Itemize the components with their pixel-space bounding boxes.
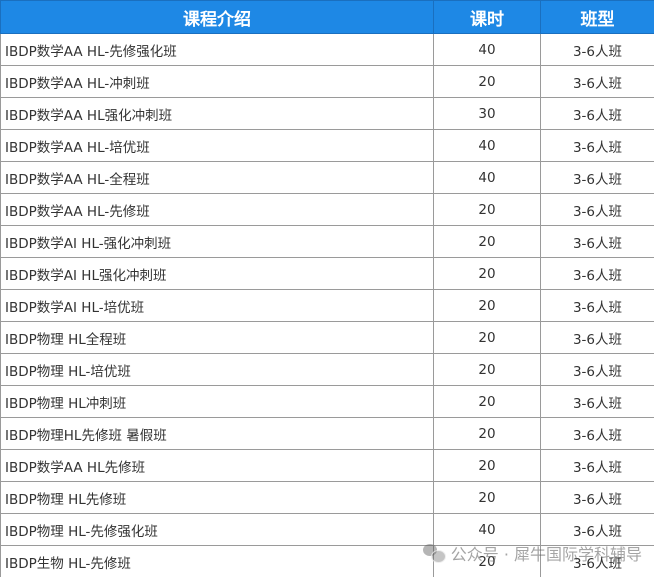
table-body: IBDP数学AA HL-先修强化班 40 3-6人班 IBDP数学AA HL-冲刺班 2… (0, 33, 654, 577)
table-row: IBDP数学AI HL-强化冲刺班 20 3-6人班 (0, 225, 654, 258)
course-cell: IBDP数学AA HL强化冲刺班 (0, 97, 434, 130)
course-cell: IBDP物理 HL先修班 (0, 481, 434, 514)
class-size-cell: 3-6人班 (540, 385, 654, 418)
hours-cell: 20 (433, 289, 541, 322)
class-size-cell: 3-6人班 (540, 225, 654, 258)
table-row: IBDP物理HL先修班 暑假班 20 3-6人班 (0, 417, 654, 450)
table-row: IBDP数学AI HL-培优班 20 3-6人班 (0, 289, 654, 322)
course-cell: IBDP数学AA HL先修班 (0, 449, 434, 482)
table-row: IBDP数学AA HL-先修班 20 3-6人班 (0, 193, 654, 226)
course-cell: IBDP数学AA HL-冲刺班 (0, 65, 434, 98)
table-row: IBDP物理 HL先修班 20 3-6人班 (0, 481, 654, 514)
table-row: IBDP数学AA HL先修班 20 3-6人班 (0, 449, 654, 482)
class-size-cell: 3-6人班 (540, 129, 654, 162)
class-size-cell: 3-6人班 (540, 321, 654, 354)
wechat-icon (422, 544, 446, 563)
hours-cell: 20 (433, 385, 541, 418)
course-cell: IBDP物理 HL-培优班 (0, 353, 434, 386)
watermark-text: 公众号 · 犀牛国际学科辅导 (450, 545, 642, 564)
table-row: IBDP物理 HL冲刺班 20 3-6人班 (0, 385, 654, 418)
hours-cell: 30 (433, 97, 541, 130)
hours-cell: 40 (433, 33, 541, 66)
header-class-size: 班型 (540, 0, 654, 34)
class-size-cell: 3-6人班 (540, 65, 654, 98)
hours-cell: 20 (433, 257, 541, 290)
table-row: IBDP数学AA HL-冲刺班 20 3-6人班 (0, 65, 654, 98)
watermark: 公众号 · 犀牛国际学科辅导 (422, 541, 642, 565)
table-row: IBDP生物 HL-先修班 20 3-6人班 (0, 545, 654, 577)
course-cell: IBDP数学AA HL-全程班 (0, 161, 434, 194)
header-course: 课程介绍 (0, 0, 434, 34)
class-size-cell: 3-6人班 (540, 97, 654, 130)
class-size-cell: 3-6人班 (540, 257, 654, 290)
hours-cell: 20 (433, 353, 541, 386)
class-size-cell: 3-6人班 (540, 481, 654, 514)
table-row: IBDP数学AA HL-培优班 40 3-6人班 (0, 129, 654, 162)
class-size-cell: 3-6人班 (540, 545, 654, 577)
class-size-cell: 3-6人班 (540, 289, 654, 322)
hours-cell: 20 (433, 65, 541, 98)
course-cell: IBDP数学AA HL-先修强化班 (0, 33, 434, 66)
course-cell: IBDP数学AA HL-培优班 (0, 129, 434, 162)
hours-cell: 20 (433, 225, 541, 258)
course-cell: IBDP数学AI HL强化冲刺班 (0, 257, 434, 290)
course-cell: IBDP生物 HL-先修班 (0, 545, 434, 577)
hours-cell: 20 (433, 321, 541, 354)
hours-cell: 20 (433, 481, 541, 514)
hours-cell: 20 (433, 449, 541, 482)
table-row: IBDP物理 HL全程班 20 3-6人班 (0, 321, 654, 354)
hours-cell: 40 (433, 513, 541, 546)
table-row: IBDP数学AA HL强化冲刺班 30 3-6人班 (0, 97, 654, 130)
hours-cell: 20 (433, 417, 541, 450)
course-cell: IBDP数学AI HL-培优班 (0, 289, 434, 322)
class-size-cell: 3-6人班 (540, 353, 654, 386)
class-size-cell: 3-6人班 (540, 193, 654, 226)
table-row: IBDP物理 HL-培优班 20 3-6人班 (0, 353, 654, 386)
hours-cell: 40 (433, 161, 541, 194)
course-cell: IBDP物理 HL冲刺班 (0, 385, 434, 418)
table-row: IBDP数学AI HL强化冲刺班 20 3-6人班 (0, 257, 654, 290)
hours-cell: 40 (433, 129, 541, 162)
class-size-cell: 3-6人班 (540, 449, 654, 482)
course-cell: IBDP物理 HL-先修强化班 (0, 513, 434, 546)
table-row: IBDP物理 HL-先修强化班 40 3-6人班 (0, 513, 654, 546)
class-size-cell: 3-6人班 (540, 417, 654, 450)
course-cell: IBDP物理HL先修班 暑假班 (0, 417, 434, 450)
table-header-row: 课程介绍 课时 班型 (0, 0, 654, 34)
header-hours: 课时 (433, 0, 541, 34)
class-size-cell: 3-6人班 (540, 33, 654, 66)
table-row: IBDP数学AA HL-先修强化班 40 3-6人班 (0, 33, 654, 66)
course-cell: IBDP物理 HL全程班 (0, 321, 434, 354)
class-size-cell: 3-6人班 (540, 161, 654, 194)
table-row: IBDP数学AA HL-全程班 40 3-6人班 (0, 161, 654, 194)
course-cell: IBDP数学AI HL-强化冲刺班 (0, 225, 434, 258)
course-cell: IBDP数学AA HL-先修班 (0, 193, 434, 226)
hours-cell: 20 (433, 193, 541, 226)
